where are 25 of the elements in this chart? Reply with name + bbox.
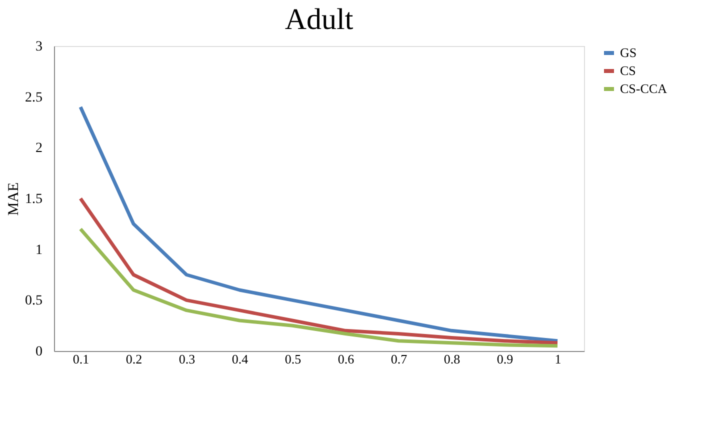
x-tick-label: 0.3	[178, 352, 196, 366]
legend-label: GS	[620, 45, 637, 60]
x-tick-label: 0.4	[232, 352, 249, 366]
y-axis-title: MAE	[6, 182, 22, 216]
legend-label: CS	[620, 63, 636, 78]
y-tick-label: 0	[36, 344, 42, 360]
chart-title: Adult	[284, 3, 354, 36]
x-tick-label: 0.9	[496, 352, 514, 366]
line-series	[78, 196, 560, 345]
x-tick-label: 0.1	[72, 352, 90, 366]
x-tick-label: 0.8	[444, 352, 460, 366]
y-tick-label: 2	[36, 141, 42, 156]
line-series	[78, 227, 560, 348]
y-tick-label: 2.5	[25, 90, 42, 106]
x-tick-label: 0.7	[390, 352, 408, 366]
y-tick-label: 0.5	[25, 294, 42, 309]
y-tick-label: 3	[36, 40, 42, 54]
y-tick-label: 1	[36, 242, 42, 258]
x-tick-label: 1	[554, 352, 562, 366]
x-tick-label: 0.5	[284, 352, 302, 366]
line-series	[78, 105, 560, 343]
x-tick-label: 0.6	[338, 352, 355, 366]
legend-label: CS-CCA	[620, 81, 668, 96]
y-tick-label: 1.5	[25, 192, 42, 207]
x-tick-label: 0.2	[126, 352, 142, 366]
